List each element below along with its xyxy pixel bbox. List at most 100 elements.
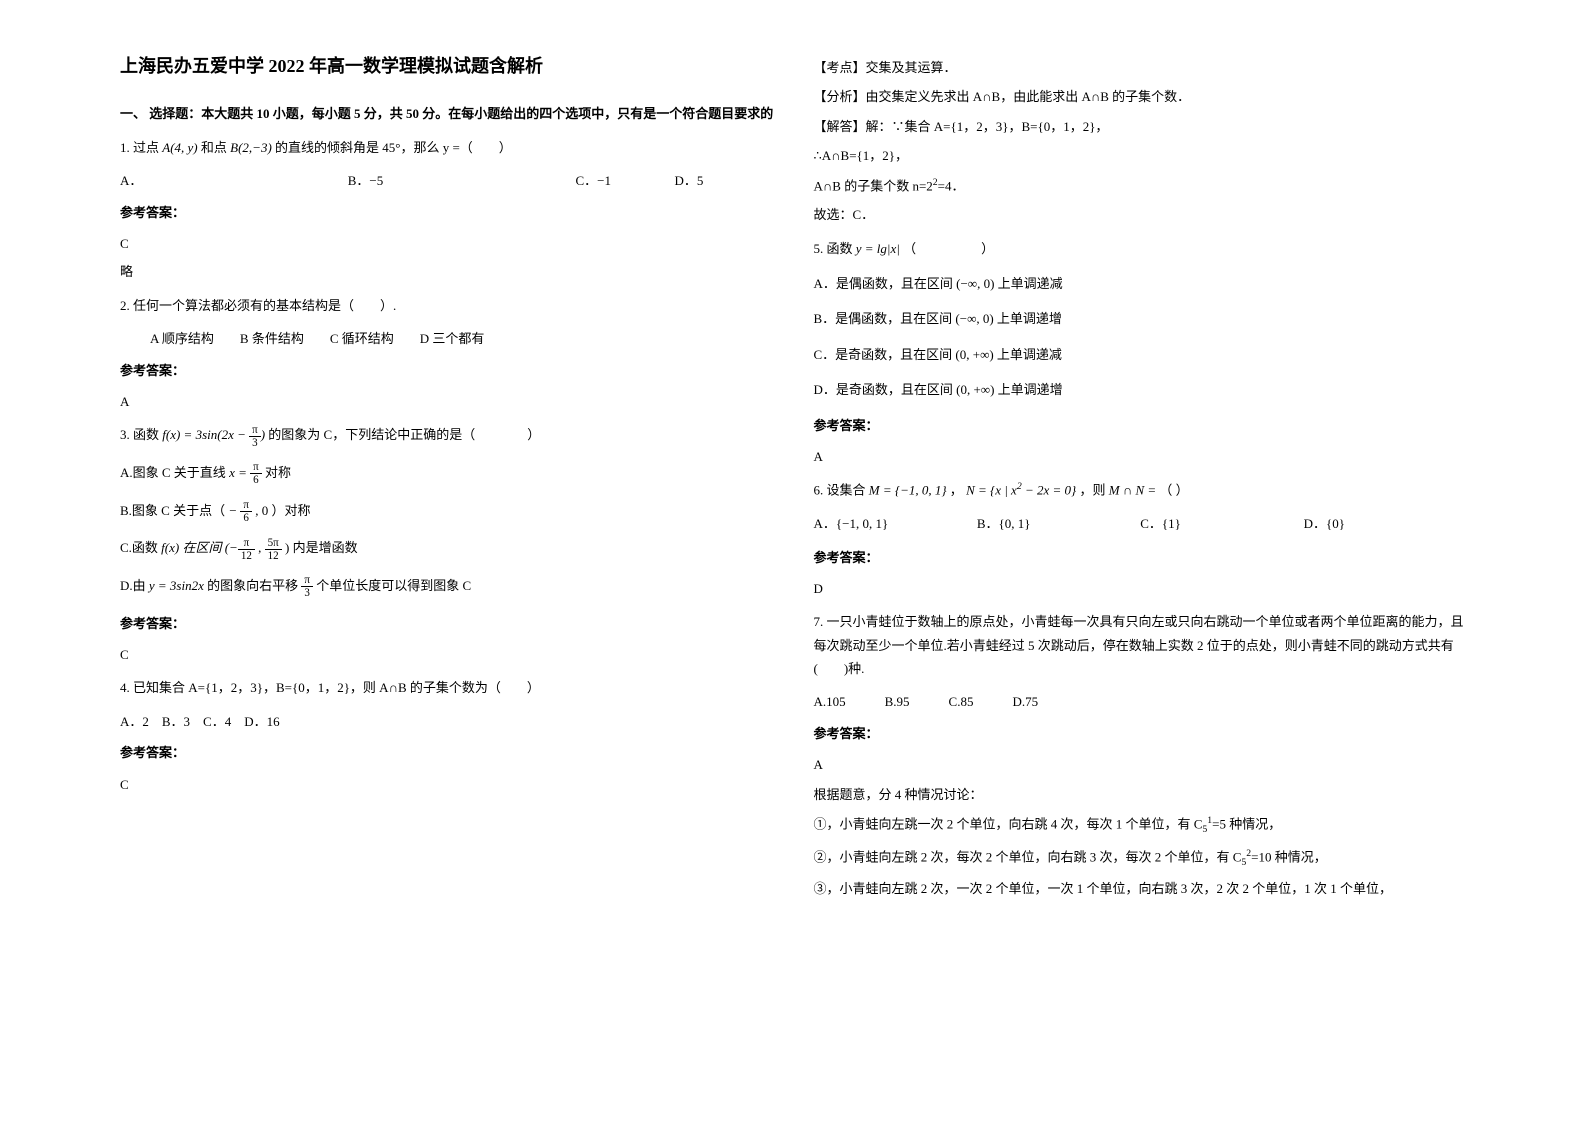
q3-opt-b-suffix: , 0 ）对称 (255, 503, 310, 518)
exam-title: 上海民办五爱中学 2022 年高一数学理模拟试题含解析 (120, 50, 774, 82)
q1-opt-b: B．−5 (348, 169, 576, 192)
left-column: 上海民办五爱中学 2022 年高一数学理模拟试题含解析 一、 选择题：本大题共 … (100, 50, 794, 1072)
q3-answer-label: 参考答案： (120, 612, 774, 635)
q6-answer-label: 参考答案： (814, 546, 1468, 569)
question-2: 2. 任何一个算法都必须有的基本结构是（ ）. (120, 294, 774, 317)
q3-opt-b-prefix: B.图象 C 关于点（ (120, 503, 225, 518)
question-1: 1. 过点 A(4, y) 和点 B(2,−3) 的直线的倾斜角是 45°，那么… (120, 136, 774, 159)
q3-opt-c-d2: 12 (265, 550, 282, 562)
section-1-header: 一、 选择题：本大题共 10 小题，每小题 5 分，共 50 分。在每小题给出的… (120, 102, 774, 125)
q3-opt-c-frac2: 5π12 (265, 537, 282, 562)
q3-opt-d-prefix: D.由 (120, 578, 149, 593)
q5-stem-suffix: （ ） (903, 241, 994, 256)
q6-answer: D (814, 577, 1468, 600)
q3-opt-a: A.图象 C 关于直线 x = π6 对称 (120, 461, 774, 487)
q1-point-a: A(4, y) (162, 140, 197, 155)
q7-options: A.105 B.95 C.85 D.75 (814, 690, 1468, 713)
q3-opt-b-neg: − (228, 503, 240, 518)
q4-line2-prefix: A∩B 的子集个数 n=2 (814, 178, 933, 193)
q3-answer: C (120, 643, 774, 666)
q3-stem-prefix: 3. 函数 (120, 427, 162, 442)
q7-explain2-prefix: ②，小青蛙向左跳 2 次，每次 2 个单位，向右跳 3 次，每次 2 个单位，有… (814, 849, 1242, 864)
q1-opt-d: D．5 (674, 169, 773, 192)
q3-opt-b-num: π (240, 499, 252, 512)
question-5: 5. 函数 y = lg|x| （ ） (814, 237, 1468, 260)
q4-line3: 故选：C． (814, 203, 1468, 226)
q5-answer-label: 参考答案： (814, 414, 1468, 437)
q6-set-m: M = {−1, 0, 1} (869, 483, 947, 498)
right-column: 【考点】交集及其运算． 【分析】由交集定义先求出 A∩B，由此能求出 A∩B 的… (794, 50, 1488, 1072)
q3-opt-c-n1: π (238, 537, 255, 550)
q4-kaodian: 【考点】交集及其运算． (814, 56, 1468, 79)
q6-opt-d: D．{0} (1304, 512, 1467, 535)
q4-fenxi: 【分析】由交集定义先求出 A∩B，由此能求出 A∩B 的子集个数． (814, 85, 1468, 108)
q4-jieda: 【解答】解：∵集合 A={1，2，3}，B={0，1，2}， (814, 115, 1468, 138)
question-7: 7. 一只小青蛙位于数轴上的原点处，小青蛙每一次具有只向左或只向右跳动一个单位或… (814, 610, 1468, 680)
q5-opt-c: C．是奇函数，且在区间 (0, +∞) 上单调递减 (814, 343, 1468, 366)
q3-opt-b-frac: π6 (240, 499, 252, 524)
q1-point-b: B(2,−3) (230, 140, 272, 155)
q6-opt-a: A．{−1, 0, 1} (814, 512, 977, 535)
q3-opt-d-suffix: 个单位长度可以得到图象 C (316, 578, 471, 593)
q3-frac: π3 (249, 424, 261, 449)
q6-set-n-suffix: − 2x = 0} (1022, 483, 1077, 498)
q4-line1: ∴A∩B={1，2}， (814, 144, 1468, 167)
question-3: 3. 函数 f(x) = 3sin(2x − π3) 的图象为 C，下列结论中正… (120, 423, 774, 449)
q3-opt-d-den: 3 (301, 587, 313, 599)
q3-opt-d-num: π (301, 574, 313, 587)
q6-expr: M ∩ N = (1109, 483, 1160, 498)
q7-explain3: ③，小青蛙向左跳 2 次，一次 2 个单位，一次 1 个单位，向右跳 3 次，2… (814, 877, 1468, 900)
q3-opt-a-suffix: 对称 (265, 465, 291, 480)
q3-func: f(x) = 3sin(2x − (162, 427, 249, 442)
q7-explain0: 根据题意，分 4 种情况讨论： (814, 783, 1468, 806)
q1-stem-suffix: 的直线的倾斜角是 45°，那么 y =（ ） (275, 140, 512, 155)
q3-frac-den: 3 (249, 437, 261, 449)
q4-answer-label: 参考答案： (120, 741, 774, 764)
question-6: 6. 设集合 M = {−1, 0, 1} ， N = {x | x2 − 2x… (814, 478, 1468, 502)
q5-func: y = lg|x| (856, 241, 900, 256)
q3-opt-b-den: 6 (240, 512, 252, 524)
q5-answer: A (814, 445, 1468, 468)
q1-note: 略 (120, 260, 774, 283)
q1-stem-mid: 和点 (201, 140, 230, 155)
q7-explain2-suffix: =10 种情况， (1251, 849, 1327, 864)
question-4: 4. 已知集合 A={1，2，3}，B={0，1，2}，则 A∩B 的子集个数为… (120, 676, 774, 699)
q7-answer: A (814, 753, 1468, 776)
q6-set-n-prefix: N = {x | x (966, 483, 1017, 498)
q3-stem-suffix: 的图象为 C，下列结论中正确的是（ ） (268, 427, 540, 442)
q6-opt-c: C．{1} (1140, 512, 1303, 535)
q3-opt-c-frac1: π12 (238, 537, 255, 562)
q3-opt-a-prefix: A.图象 C 关于直线 (120, 465, 229, 480)
q5-stem-prefix: 5. 函数 (814, 241, 856, 256)
q2-answer: A (120, 390, 774, 413)
q4-line2: A∩B 的子集个数 n=22=4． (814, 174, 1468, 198)
q3-opt-c-mid: , (255, 540, 265, 555)
q3-opt-a-num: π (250, 461, 262, 474)
q3-opt-d: D.由 y = 3sin2x 的图象向右平移 π3 个单位长度可以得到图象 C (120, 574, 774, 600)
q3-frac-num: π (249, 424, 261, 437)
q6-opt-b: B．{0, 1} (977, 512, 1140, 535)
q3-opt-d-func: y = 3sin2x (149, 578, 204, 593)
q7-explain1-prefix: ①，小青蛙向左跳一次 2 个单位，向右跳 4 次，每次 1 个单位，有 C (814, 816, 1203, 831)
q5-opt-d: D．是奇函数，且在区间 (0, +∞) 上单调递增 (814, 378, 1468, 401)
q3-opt-a-eq: x = (229, 465, 250, 480)
q3-opt-a-den: 6 (250, 474, 262, 486)
q6-mid2: ，则 (1079, 483, 1108, 498)
q2-options: A 顺序结构 B 条件结构 C 循环结构 D 三个都有 (150, 327, 774, 350)
q5-opt-a: A．是偶函数，且在区间 (−∞, 0) 上单调递减 (814, 272, 1468, 295)
q7-explain2: ②，小青蛙向左跳 2 次，每次 2 个单位，向右跳 3 次，每次 2 个单位，有… (814, 845, 1468, 871)
q4-line2-suffix: =4． (938, 178, 965, 193)
q6-options: A．{−1, 0, 1} B．{0, 1} C．{1} D．{0} (814, 512, 1468, 535)
q3-opt-c-n2: 5π (265, 537, 282, 550)
q3-opt-d-mid: 的图象向右平移 (207, 578, 301, 593)
q3-opt-c-suffix: ) 内是增函数 (285, 540, 358, 555)
q6-stem-suffix: （ ） (1159, 483, 1188, 498)
q7-explain1: ①，小青蛙向左跳一次 2 个单位，向右跳 4 次，每次 1 个单位，有 C51=… (814, 812, 1468, 838)
q1-options: A． B．−5 C．−1 D．5 (120, 169, 774, 192)
q6-mid1: ， (950, 483, 963, 498)
q3-opt-c-func: f(x) 在区间 (− (161, 540, 238, 555)
q1-opt-a: A． (120, 169, 348, 192)
q2-answer-label: 参考答案： (120, 359, 774, 382)
q3-opt-c: C.函数 f(x) 在区间 (−π12 , 5π12 ) 内是增函数 (120, 536, 774, 562)
q3-opt-d-frac: π3 (301, 574, 313, 599)
